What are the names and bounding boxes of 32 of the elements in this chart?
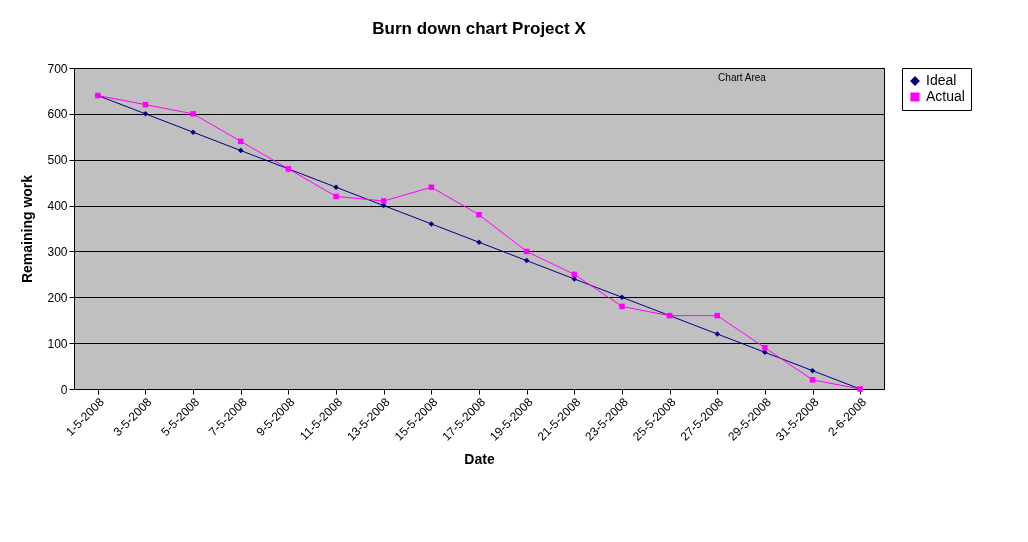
point xyxy=(380,202,387,209)
y-tick-label: 200 xyxy=(47,290,68,305)
x-axis-title: Date xyxy=(464,450,495,467)
point xyxy=(190,129,196,135)
y-tick-label: 500 xyxy=(47,153,68,168)
point xyxy=(619,294,625,301)
legend-label: Ideal xyxy=(926,72,957,88)
point xyxy=(809,377,816,383)
y-tick-label: 300 xyxy=(47,244,68,259)
point xyxy=(380,198,387,204)
y-tick-label: 400 xyxy=(47,199,68,214)
y-axis-title: Remaining work xyxy=(19,174,36,284)
y-tick-label: 0 xyxy=(60,382,68,397)
y-tick-label: 700 xyxy=(47,61,68,76)
point xyxy=(476,212,482,218)
point xyxy=(238,138,244,145)
point xyxy=(142,111,149,117)
point xyxy=(428,221,435,227)
y-tick-label: 100 xyxy=(47,336,68,351)
point xyxy=(714,312,720,319)
point xyxy=(190,111,196,117)
chart-title: Burn down chart Project X xyxy=(372,19,587,38)
point xyxy=(333,193,339,200)
point xyxy=(238,147,244,154)
point xyxy=(619,303,625,310)
point xyxy=(762,349,768,356)
point xyxy=(571,276,578,282)
y-tick-label: 600 xyxy=(47,107,68,122)
point xyxy=(428,184,435,190)
annotation: Chart Area xyxy=(718,72,767,83)
legend-label: Actual xyxy=(926,88,965,104)
point xyxy=(762,344,768,351)
